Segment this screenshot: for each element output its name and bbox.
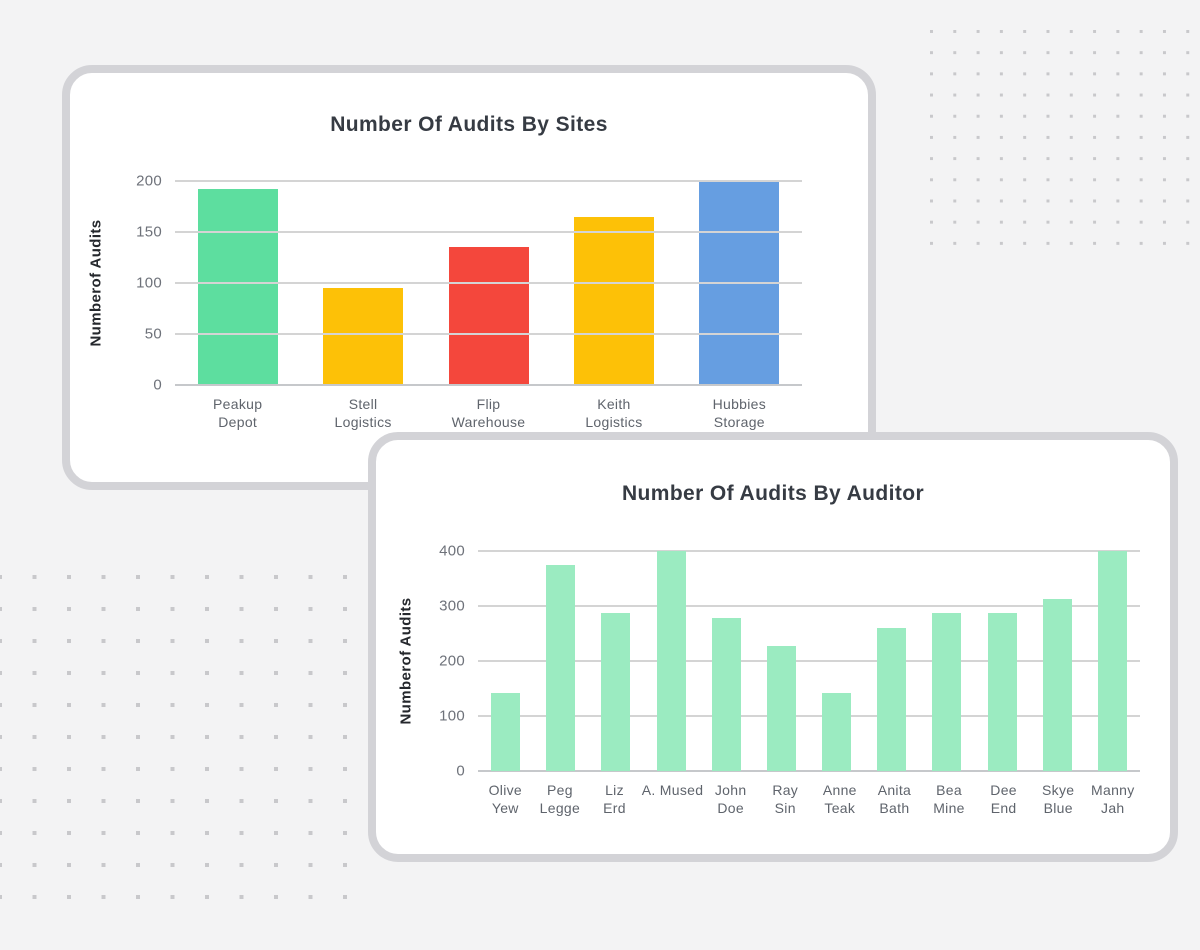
bar-slot [754, 551, 809, 771]
bar [932, 613, 962, 771]
chart-title-auditor: Number Of Audits By Auditor [621, 482, 925, 505]
gridline [175, 333, 802, 335]
x-axis-label: John Doe [714, 782, 747, 816]
bar [491, 692, 521, 771]
x-axis-label: Peg Legge [539, 782, 581, 816]
bar-slot [588, 551, 643, 771]
plot-area: 0 50 100 150 200 [136, 173, 802, 394]
bar [573, 216, 654, 385]
x-axis-label: Ray Sin [772, 782, 799, 816]
bar-slot [699, 551, 754, 771]
bar-slot [864, 551, 919, 771]
bar [448, 247, 529, 385]
gridline [478, 550, 1140, 552]
bar [711, 618, 741, 771]
bar-slot [551, 181, 676, 385]
gridline [478, 770, 1140, 772]
bar [601, 613, 631, 771]
bar-slot [533, 551, 588, 771]
bar [323, 288, 404, 385]
chart-title-sites: Number Of Audits By Sites [330, 113, 608, 136]
bar-slot [1030, 551, 1085, 771]
gridline [478, 660, 1140, 662]
x-axis-label: Olive Yew [488, 782, 522, 816]
bar-slot [644, 551, 699, 771]
x-axis-label: Peakup Depot [213, 396, 263, 430]
y-tick-label: 300 [439, 597, 465, 615]
x-axis-label: Bea Mine [933, 782, 965, 816]
card-audits-by-auditor: Number Of Audits By Auditor Numberof Aud… [368, 432, 1178, 862]
x-axis-label: Liz Erd [603, 782, 626, 816]
bar [197, 189, 278, 385]
gridline [175, 180, 802, 182]
x-axis-label: Anne Teak [822, 782, 857, 816]
y-tick-label: 150 [136, 223, 162, 241]
audits-by-auditor-bar-chart: Numberof Audits 0 100 200 300 400 Olive Yew Pe… [376, 440, 1170, 854]
y-tick-label: 100 [439, 707, 465, 725]
bar-slot [300, 181, 425, 385]
dot-pattern-bottom-left [0, 575, 350, 901]
bar-slot [919, 551, 974, 771]
x-axis-label: Flip Warehouse [451, 396, 526, 430]
gridline [175, 384, 802, 386]
x-axis-label: A. Mused [641, 782, 704, 798]
y-tick-label: 0 [153, 376, 162, 394]
x-axis-label: Anita Bath [877, 782, 912, 816]
dot-pattern-top-right [930, 30, 1196, 256]
x-axis-label: Hubbies Storage [712, 396, 767, 430]
y-tick-label: 50 [144, 325, 162, 343]
y-tick-label: 0 [456, 762, 465, 780]
x-axis-label: Skye Blue [1042, 782, 1075, 816]
x-axis-label: Dee End [990, 782, 1017, 816]
y-tick-label: 100 [136, 274, 162, 292]
bars-group [478, 551, 1140, 771]
y-tick-label: 200 [439, 652, 465, 670]
y-axis-title: Numberof Audits [87, 219, 105, 347]
plot-area: 0 100 200 300 400 [439, 543, 1140, 780]
bar [822, 692, 852, 771]
x-axis-labels: Olive Yew Peg Legge Liz Erd A. Mused John Doe Ray… [478, 781, 1140, 817]
bar-slot [975, 551, 1030, 771]
x-axis-label: Manny Jah [1091, 782, 1135, 816]
bar-slot [426, 181, 551, 385]
gridline [478, 715, 1140, 717]
bar [656, 551, 686, 771]
bar [1097, 551, 1127, 771]
bar-slot [175, 181, 300, 385]
bar [546, 564, 576, 771]
x-axis-labels: Peakup Depot Stell Logistics Flip Warehouse Ke… [175, 395, 802, 431]
card-audits-by-sites: Number Of Audits By Sites Numberof Audit… [62, 65, 876, 490]
x-axis-label: Stell Logistics [334, 396, 392, 430]
gridline [478, 605, 1140, 607]
bar [877, 628, 907, 771]
gridline [175, 231, 802, 233]
bar-slot [478, 551, 533, 771]
bar [766, 646, 796, 771]
bars-group [175, 181, 802, 385]
bar-slot [1085, 551, 1140, 771]
y-axis-title: Numberof Audits [397, 597, 415, 725]
bar [1042, 599, 1072, 771]
x-axis-label: Keith Logistics [585, 396, 643, 430]
audits-by-sites-bar-chart: Numberof Audits 0 50 100 150 200 Peakup Depot… [70, 73, 868, 482]
y-tick-label: 400 [439, 542, 465, 560]
gridline [175, 282, 802, 284]
y-tick-label: 200 [136, 172, 162, 190]
bar [987, 613, 1017, 771]
bar-slot [809, 551, 864, 771]
